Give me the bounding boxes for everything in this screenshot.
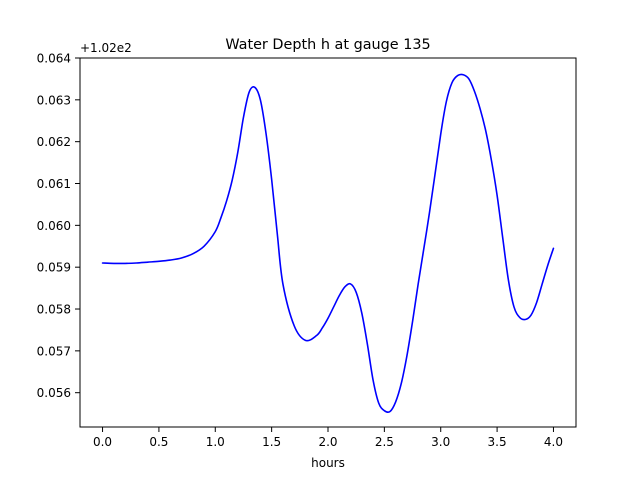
y-tick-label: 0.064 <box>37 52 71 66</box>
x-tick-label: 0.0 <box>93 435 112 449</box>
y-axis-offset-label: +1.02e2 <box>80 41 132 55</box>
x-tick-label: 3.0 <box>431 435 450 449</box>
plot-frame <box>79 57 577 428</box>
plot-area <box>80 58 576 427</box>
x-tick-label: 2.5 <box>375 435 394 449</box>
y-tick-label: 0.061 <box>37 177 71 191</box>
x-tick-label: 4.0 <box>544 435 563 449</box>
y-tick-label: 0.056 <box>37 386 71 400</box>
x-tick-label: 3.5 <box>488 435 507 449</box>
x-tick-label: 1.0 <box>206 435 225 449</box>
x-tick-label: 0.5 <box>149 435 168 449</box>
y-tick-label: 0.059 <box>37 261 71 275</box>
y-tick-label: 0.060 <box>37 219 71 233</box>
y-axis-ticks: 0.056 0.057 0.058 0.059 0.060 0.061 0.062 0.063… <box>37 52 80 400</box>
y-tick-label: 0.058 <box>37 303 71 317</box>
x-tick-label: 1.5 <box>262 435 281 449</box>
y-tick-label: 0.057 <box>37 344 71 358</box>
series-line <box>101 73 555 414</box>
chart-title: Water Depth h at gauge 135 <box>225 37 430 53</box>
y-tick-label: 0.063 <box>37 93 71 107</box>
series-layer <box>101 73 555 414</box>
y-tick-label: 0.062 <box>37 135 71 149</box>
x-axis-title: hours <box>311 456 345 470</box>
x-tick-label: 2.0 <box>318 435 337 449</box>
x-axis-ticks: 0.0 0.5 1.0 1.5 2.0 2.5 3.0 3.5 4.0 <box>93 427 563 449</box>
